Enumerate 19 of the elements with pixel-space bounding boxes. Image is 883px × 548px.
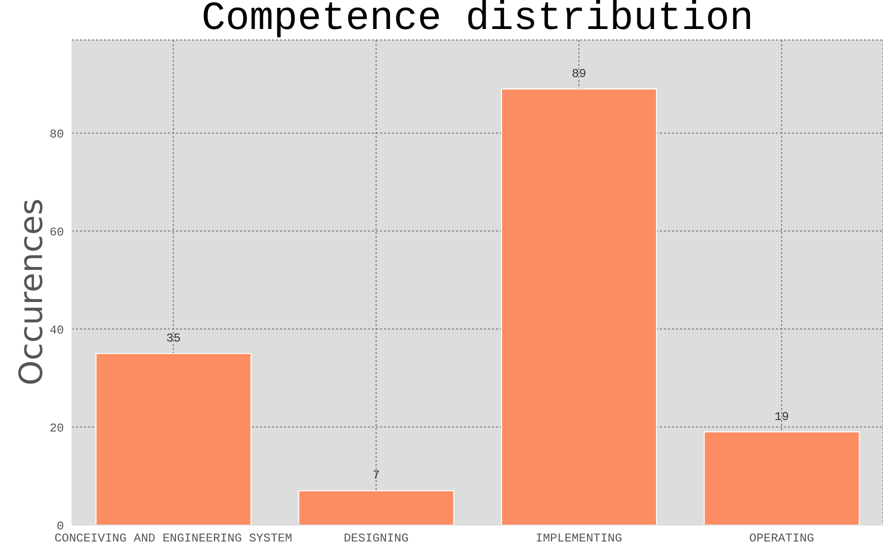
bar [298, 490, 454, 525]
y-tick-label: 60 [50, 225, 64, 240]
x-tick-label: DESIGNING [344, 532, 409, 546]
y-tick-label: 0 [56, 519, 64, 534]
data-label: 35 [166, 332, 181, 346]
x-tick-label: IMPLEMENTING [536, 532, 622, 546]
data-label: 89 [572, 66, 586, 81]
y-tick-label: 80 [50, 127, 64, 142]
y-tick-label: 40 [50, 323, 64, 338]
x-tick-label: OPERATING [749, 532, 814, 546]
data-label: 7 [372, 468, 380, 483]
chart-title: Competence distribution [200, 0, 755, 42]
y-tick-label: 20 [50, 421, 64, 436]
bar [501, 88, 657, 525]
bar [704, 431, 860, 525]
bar [96, 353, 252, 525]
data-label: 19 [774, 410, 789, 424]
y-axis-title: Occurences [12, 198, 50, 386]
x-tick-label: CONCEIVING AND ENGINEERING SYSTEM [54, 532, 292, 546]
